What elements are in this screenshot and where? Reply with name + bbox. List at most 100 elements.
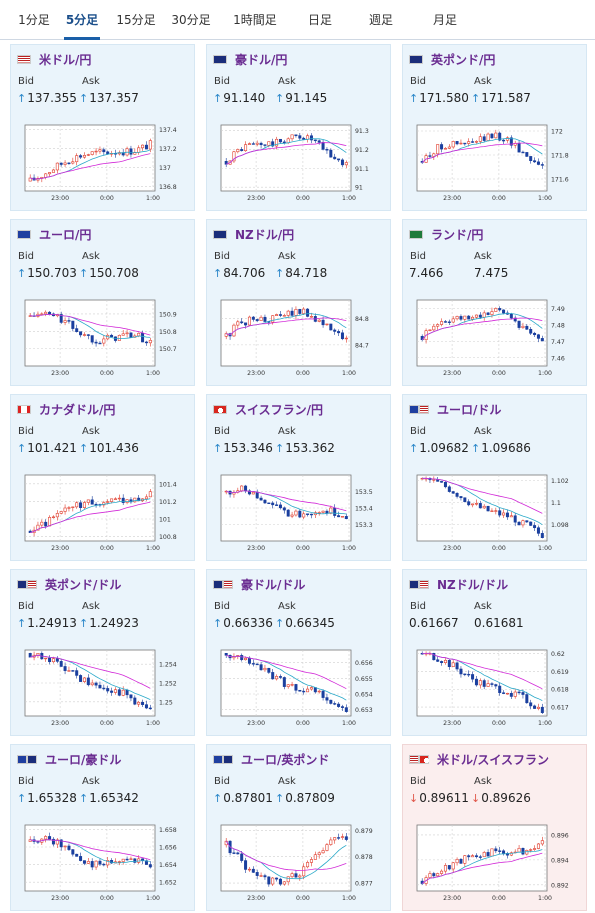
tab-7[interactable]: 月足 <box>432 13 457 27</box>
rate-card[interactable]: ユーロ/円 Bid Ask ↑150.703 ↑150.708 150.9 150.8 150… <box>10 219 195 386</box>
rate-card[interactable]: 米ドル/円 Bid Ask ↑137.355 ↑137.357 137.4 137.2 137… <box>10 44 195 211</box>
rate-card[interactable]: NZドル/円 Bid Ask ↑84.706 ↑84.718 84.8 84.7 23:00 0… <box>206 219 391 386</box>
price-chart[interactable]: 84.8 84.7 23:00 0:00 1:00 <box>217 294 385 380</box>
arrow-down-icon: ↓ <box>409 792 419 805</box>
pair-name[interactable]: 英ポンド/円 <box>431 52 496 67</box>
pair-title[interactable]: NZドル/ドル <box>409 576 508 592</box>
price-chart[interactable]: 0.879 0.878 0.877 23:00 0:00 1:00 <box>217 819 385 905</box>
tab-5[interactable]: 日足 <box>307 13 332 27</box>
candle <box>247 657 251 664</box>
ask-value: ↑1.65342 <box>79 791 139 805</box>
pair-title[interactable]: 豪ドル/ドル <box>213 576 305 592</box>
tab-4[interactable]: 1時間足 <box>233 13 277 27</box>
ask-value: ↑84.718 <box>275 266 327 280</box>
pair-name[interactable]: 豪ドル/ドル <box>241 577 306 592</box>
tab-6[interactable]: 週足 <box>368 13 393 27</box>
pair-title[interactable]: ユーロ/豪ドル <box>17 751 121 767</box>
arrow-up-icon: ↑ <box>275 792 285 805</box>
pair-name[interactable]: ユーロ/英ポンド <box>241 752 330 767</box>
bid-value-text: 153.346 <box>223 441 273 455</box>
tab-3[interactable]: 30分足 <box>171 13 211 27</box>
candle <box>267 141 271 146</box>
pair-title[interactable]: 米ドル/円 <box>17 51 91 67</box>
candle <box>344 836 348 840</box>
candle <box>321 850 325 854</box>
tab-1[interactable]: 5分足 <box>58 0 106 40</box>
rate-card[interactable]: ユーロ/豪ドル Bid Ask ↑1.65328 ↑1.65342 1.658 1.656 1… <box>10 744 195 911</box>
candle <box>271 502 275 506</box>
price-chart[interactable]: 1.658 1.656 1.654 1.652 23:00 0:00 1:00 <box>21 819 189 905</box>
price-chart[interactable]: 1.254 1.252 1.25 23:00 0:00 1:00 <box>21 644 189 730</box>
y-tick-label: 0.656 <box>355 660 373 667</box>
ask-value-text: 1.09686 <box>481 441 531 455</box>
pair-name[interactable]: ユーロ/豪ドル <box>45 752 122 767</box>
pair-name[interactable]: NZドル/ドル <box>437 577 509 592</box>
candle <box>90 335 94 343</box>
rate-card[interactable]: ランド/円 Bid Ask 7.466 7.475 7.49 7.48 7.47 7.46 23:… <box>402 219 587 386</box>
rate-card[interactable]: スイスフラン/円 Bid Ask ↑153.346 ↑153.362 153.5 153.4… <box>206 394 391 561</box>
candle <box>447 486 451 492</box>
price-chart[interactable]: 137.4 137.2 137 136.8 23:00 0:00 1:00 <box>21 119 189 205</box>
rate-card[interactable]: NZドル/ドル Bid Ask 0.61667 0.61681 0.62 0.619 0.61… <box>402 569 587 736</box>
y-tick-label: 1.254 <box>159 662 177 669</box>
rate-card[interactable]: 豪ドル/円 Bid Ask ↑91.140 ↑91.145 91.3 91.2 91.1 91 2… <box>206 44 391 211</box>
price-chart[interactable]: 91.3 91.2 91.1 91 23:00 0:00 1:00 <box>217 119 385 205</box>
pair-title[interactable]: NZドル/円 <box>213 226 294 242</box>
candle <box>263 144 267 146</box>
bid-label: Bid <box>410 76 426 87</box>
candle <box>90 861 94 868</box>
candle <box>113 689 117 693</box>
rate-card[interactable]: ユーロ/英ポンド Bid Ask ↑0.87801 ↑0.87809 0.879 0.878… <box>206 744 391 911</box>
pair-name[interactable]: NZドル/円 <box>235 227 295 242</box>
candle <box>294 309 298 316</box>
price-chart[interactable]: 1.102 1.1 1.098 23:00 0:00 1:00 <box>413 469 581 555</box>
x-tick-label: 23:00 <box>443 195 461 202</box>
candle <box>459 316 463 320</box>
pair-title[interactable]: ユーロ/英ポンド <box>213 751 329 767</box>
rate-card[interactable]: 英ポンド/ドル Bid Ask ↑1.24913 ↑1.24923 1.254 1.252 1… <box>10 569 195 736</box>
price-chart[interactable]: 172 171.8 171.6 23:00 0:00 1:00 <box>413 119 581 205</box>
bid-value-text: 0.66336 <box>223 616 273 630</box>
pair-name[interactable]: 英ポンド/ドル <box>45 577 122 592</box>
candle <box>86 861 90 864</box>
pair-title[interactable]: 米ドル/スイスフラン <box>409 751 549 767</box>
candle <box>75 502 79 508</box>
price-chart[interactable]: 101.4 101.2 101 100.8 23:00 0:00 1:00 <box>21 469 189 555</box>
rate-card[interactable]: 英ポンド/円 Bid Ask ↑171.580 ↑171.587 172 171.8 171.… <box>402 44 587 211</box>
pair-title[interactable]: カナダドル/円 <box>17 401 115 417</box>
pair-name[interactable]: 米ドル/円 <box>39 52 92 67</box>
tab-0[interactable]: 1分足 <box>18 13 50 27</box>
bid-value-text: 1.09682 <box>419 441 469 455</box>
price-chart[interactable]: 0.62 0.619 0.618 0.617 23:00 0:00 1:00 <box>413 644 581 730</box>
candle <box>121 689 125 696</box>
price-chart[interactable]: 7.49 7.48 7.47 7.46 23:00 0:00 1:00 <box>413 294 581 380</box>
pair-name[interactable]: カナダドル/円 <box>39 402 116 417</box>
candle <box>521 520 525 526</box>
pair-title[interactable]: ランド/円 <box>409 226 483 242</box>
price-chart[interactable]: 0.656 0.655 0.654 0.653 23:00 0:00 1:00 <box>217 644 385 730</box>
pair-name[interactable]: 米ドル/スイスフラン <box>437 752 550 767</box>
pair-title[interactable]: ユーロ/円 <box>17 226 91 242</box>
tab-2[interactable]: 15分足 <box>116 13 156 27</box>
price-chart[interactable]: 150.9 150.8 150.7 23:00 0:00 1:00 <box>21 294 189 380</box>
rate-card[interactable]: カナダドル/円 Bid Ask ↑101.421 ↑101.436 101.4 101.2 1… <box>10 394 195 561</box>
pair-title[interactable]: ユーロ/ドル <box>409 401 501 417</box>
pair-name[interactable]: 豪ドル/円 <box>235 52 288 67</box>
moving-average-long <box>30 153 151 180</box>
price-chart[interactable]: 153.5 153.4 153.3 23:00 0:00 1:00 <box>217 469 385 555</box>
rate-card[interactable]: 米ドル/スイスフラン Bid Ask ↓0.89611 ↓0.89626 0.896 0.8… <box>402 744 587 911</box>
pair-title[interactable]: 英ポンド/ドル <box>17 576 121 592</box>
x-tick-label: 0:00 <box>492 370 506 377</box>
rate-card[interactable]: ユーロ/ドル Bid Ask ↑1.09682 ↑1.09686 1.102 1.1 1.09… <box>402 394 587 561</box>
pair-name[interactable]: ランド/円 <box>431 227 484 242</box>
candle <box>59 839 63 848</box>
pair-title[interactable]: 豪ドル/円 <box>213 51 287 67</box>
pair-title[interactable]: 英ポンド/円 <box>409 51 495 67</box>
pair-title[interactable]: スイスフラン/円 <box>213 401 323 417</box>
pair-name[interactable]: ユーロ/ドル <box>437 402 502 417</box>
pair-name[interactable]: ユーロ/円 <box>39 227 92 242</box>
price-chart[interactable]: 0.896 0.894 0.892 23:00 0:00 1:00 <box>413 819 581 905</box>
pair-name[interactable]: スイスフラン/円 <box>235 402 324 417</box>
rate-card[interactable]: 豪ドル/ドル Bid Ask ↑0.66336 ↑0.66345 0.656 0.655 0.… <box>206 569 391 736</box>
candle <box>282 677 286 687</box>
